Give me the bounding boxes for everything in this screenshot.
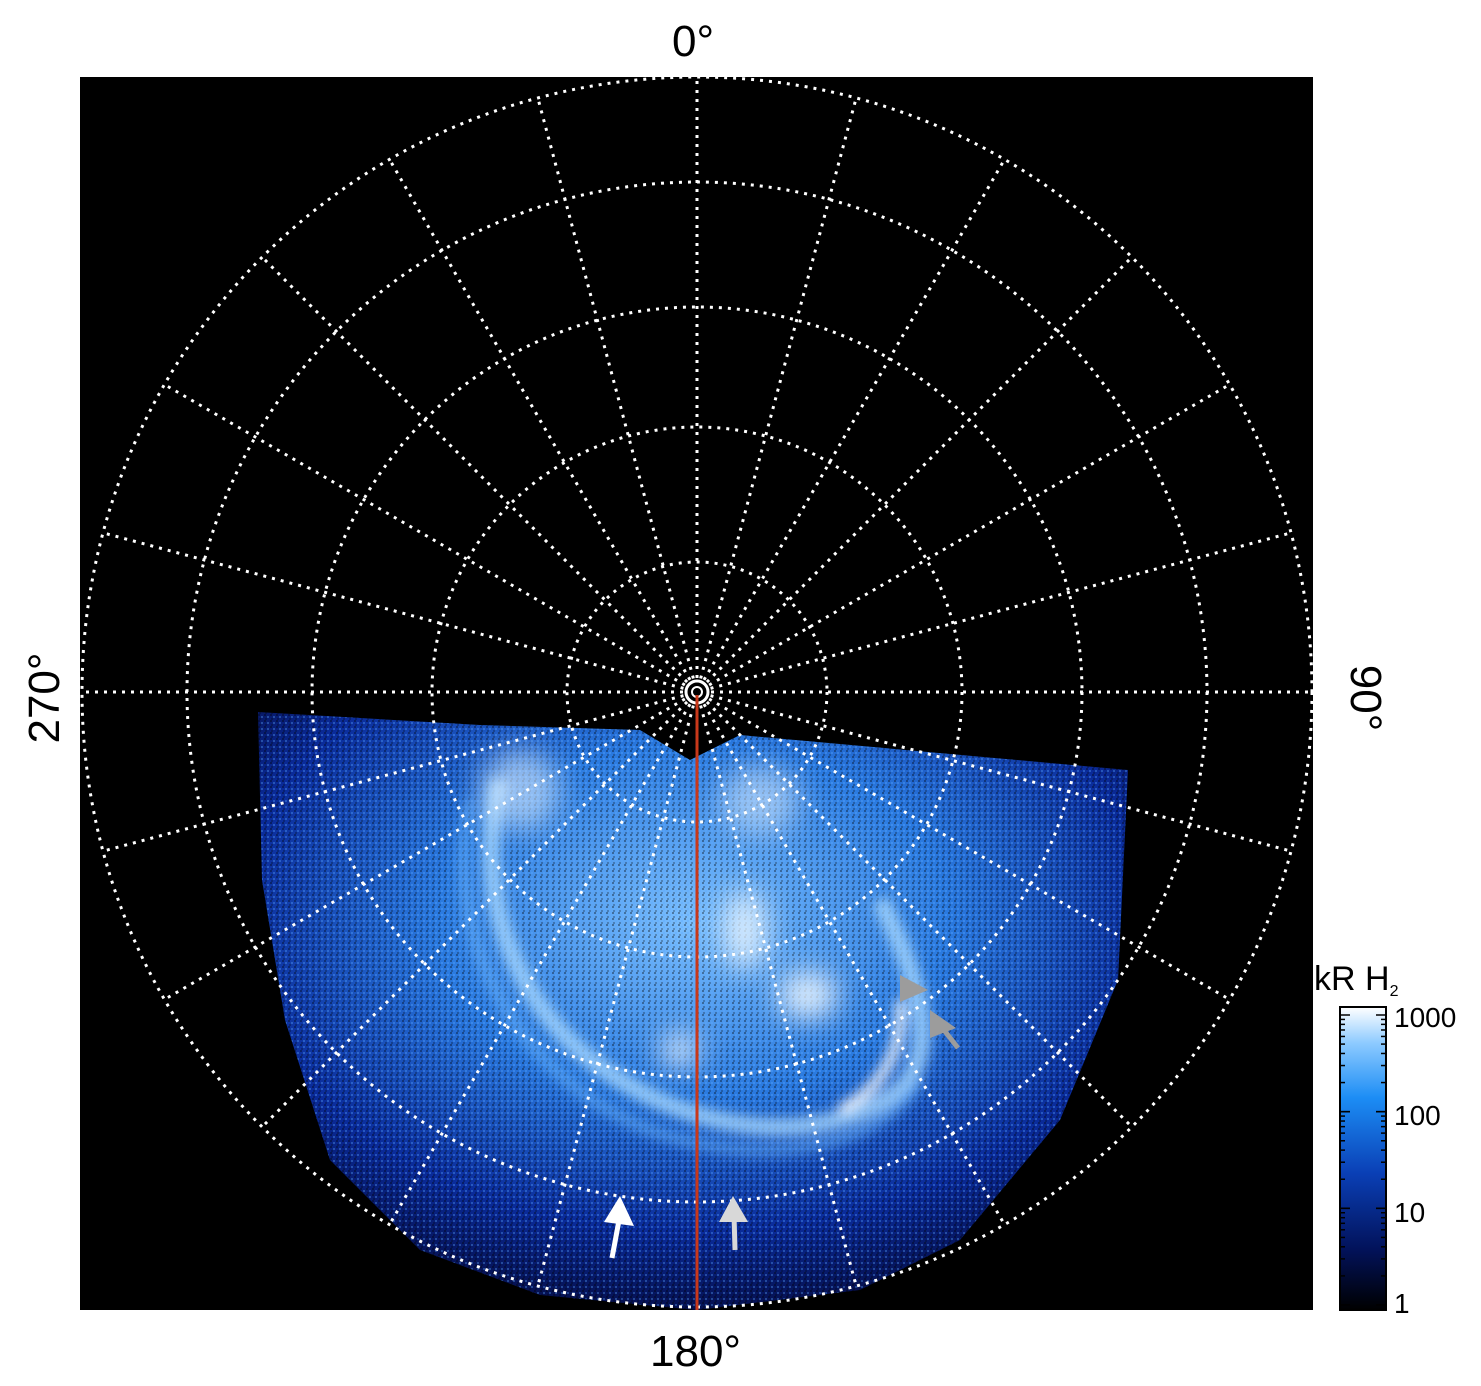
colorbar-tick-label: 10 [1394,1197,1426,1228]
latitude-circle [565,560,829,824]
arrow-icon [604,1196,634,1259]
longitude-grid [82,77,1312,1307]
colorbar-tick-label: 1000 [1394,1002,1457,1033]
bright-spot [480,750,560,830]
longitude-line [705,700,1133,1128]
longitude-line [702,158,1006,681]
longitude-line [708,383,1231,687]
arrow-icon [719,1196,748,1251]
longitude-line [536,705,695,1287]
colorbar-tick-label: 100 [1394,1100,1441,1131]
label-180-degrees: 180° [650,1327,742,1376]
bright-spot [723,890,767,970]
longitude-line [705,256,1133,684]
bright-spot [720,765,800,835]
aurora-noise-texture [258,712,1128,1310]
colorbar-tick-label: 1 [1394,1288,1410,1319]
longitude-line [536,97,695,679]
longitude-line [388,703,692,1226]
main-auroral-oval [482,777,931,1136]
bright-arc-dawn [837,999,906,1115]
arrow-icon [930,1010,960,1050]
label-0-degrees: 0° [672,17,715,66]
longitude-line [163,697,686,1001]
longitude-line [102,531,684,690]
arrow-icon [900,975,928,1002]
longitude-line [699,97,858,679]
longitude-line [702,703,1006,1226]
colorbar-title: kR H2 [1314,960,1399,1000]
label-270-degrees: 270° [20,652,69,744]
longitude-line [708,697,1231,1001]
longitude-line [710,531,1292,690]
bright-spot [660,1032,700,1068]
label-90-degrees: 90° [1341,664,1390,732]
longitude-line [388,158,692,681]
longitude-line [102,694,684,853]
longitude-line [261,700,689,1128]
colorbar [1339,1006,1387,1311]
longitude-line [699,705,858,1287]
bright-spot [778,971,838,1019]
longitude-line [163,383,686,687]
longitude-line [710,694,1292,853]
longitude-line [261,256,689,684]
colorbar-tick-marks [1340,1014,1386,1306]
